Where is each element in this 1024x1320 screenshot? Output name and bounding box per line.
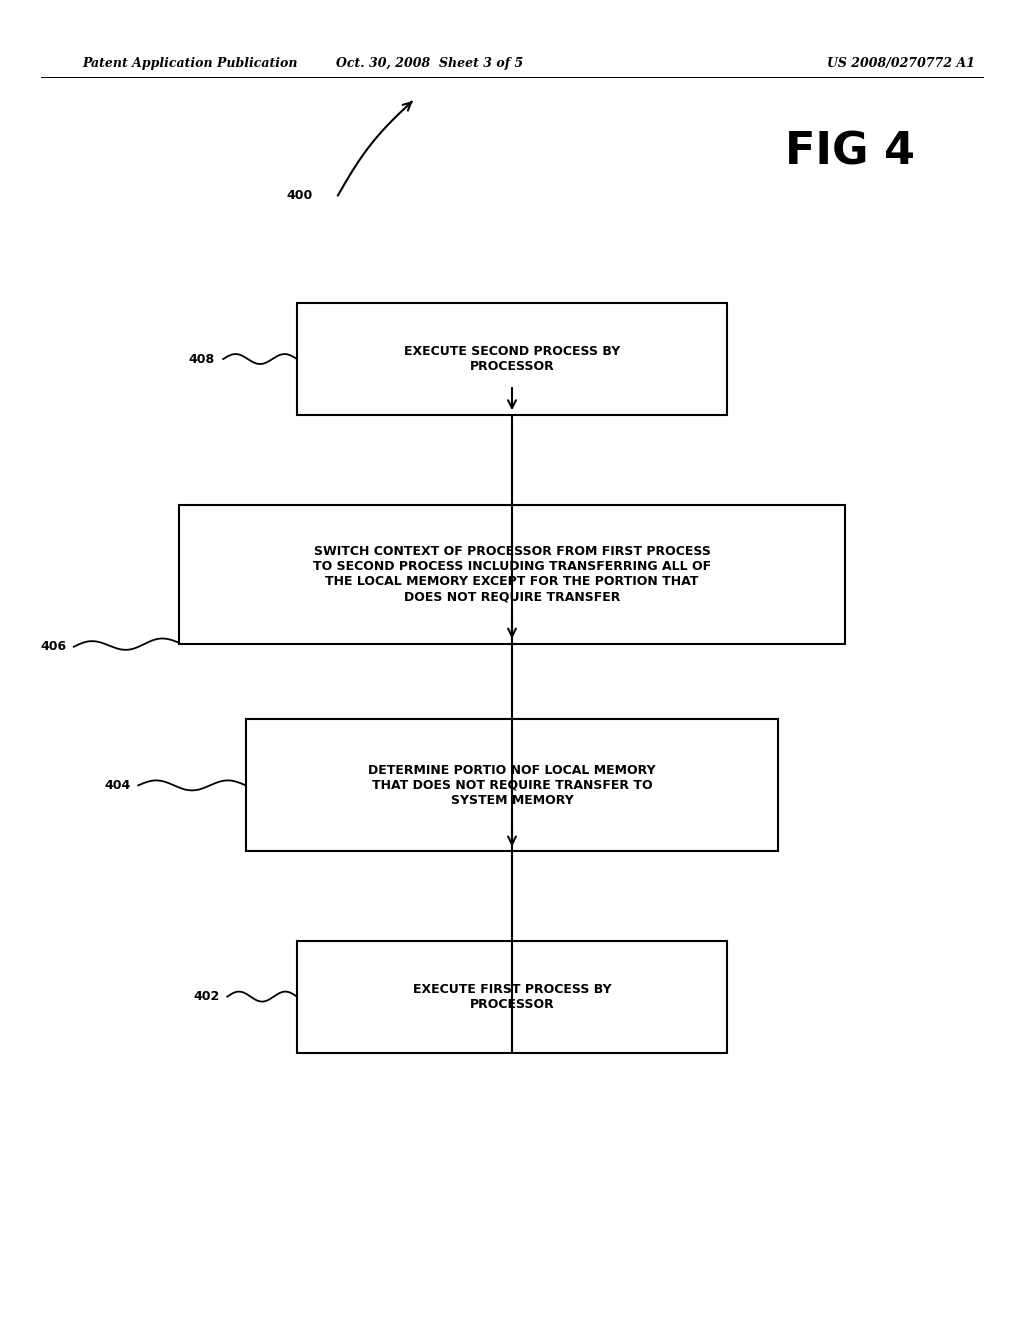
Bar xyxy=(297,304,727,416)
Bar xyxy=(297,940,727,1053)
Text: 408: 408 xyxy=(188,352,215,366)
Text: SWITCH CONTEXT OF PROCESSOR FROM FIRST PROCESS
TO SECOND PROCESS INCLUDING TRANS: SWITCH CONTEXT OF PROCESSOR FROM FIRST P… xyxy=(313,545,711,603)
Text: DETERMINE PORTIO NOF LOCAL MEMORY
THAT DOES NOT REQUIRE TRANSFER TO
SYSTEM MEMOR: DETERMINE PORTIO NOF LOCAL MEMORY THAT D… xyxy=(369,764,655,807)
Bar xyxy=(179,504,845,644)
Bar xyxy=(246,719,778,851)
Text: EXECUTE FIRST PROCESS BY
PROCESSOR: EXECUTE FIRST PROCESS BY PROCESSOR xyxy=(413,982,611,1011)
Text: FIG 4: FIG 4 xyxy=(785,131,914,173)
Text: 406: 406 xyxy=(40,640,67,653)
Text: 404: 404 xyxy=(104,779,131,792)
Text: US 2008/0270772 A1: US 2008/0270772 A1 xyxy=(827,57,975,70)
Text: 400: 400 xyxy=(286,189,312,202)
Text: Patent Application Publication: Patent Application Publication xyxy=(82,57,297,70)
Text: EXECUTE SECOND PROCESS BY
PROCESSOR: EXECUTE SECOND PROCESS BY PROCESSOR xyxy=(403,345,621,374)
Text: 402: 402 xyxy=(194,990,220,1003)
Text: Oct. 30, 2008  Sheet 3 of 5: Oct. 30, 2008 Sheet 3 of 5 xyxy=(337,57,523,70)
